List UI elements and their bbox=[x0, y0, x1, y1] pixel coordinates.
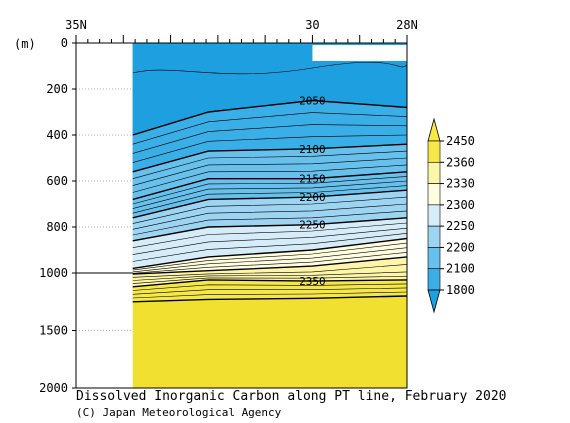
contour-label-2050: 2050 bbox=[299, 95, 326, 108]
colorbar-label: 2100 bbox=[446, 262, 475, 276]
colorbar-segment bbox=[427, 161, 441, 184]
contour-line-minor bbox=[132, 134, 407, 163]
colorbar: 2450 2360 2330 2300 2250 2200 2100 1800 bbox=[427, 117, 475, 314]
y-tick-label: 600 bbox=[46, 174, 68, 188]
colorbar-bottom-arrow bbox=[427, 289, 441, 314]
contour-line-minor bbox=[132, 283, 407, 291]
contour-line-2250 bbox=[132, 217, 407, 242]
contour-line-minor bbox=[132, 203, 407, 230]
colorbar-segment bbox=[427, 268, 441, 291]
contour-line-minor bbox=[132, 210, 407, 236]
contour-line-minor bbox=[132, 291, 407, 299]
contour-lines bbox=[132, 62, 407, 303]
contour-line-minor bbox=[132, 264, 407, 278]
contour-line-2150 bbox=[132, 171, 407, 201]
contour-line-minor bbox=[132, 150, 407, 179]
contour-line-minor bbox=[132, 164, 407, 193]
colorbar-segment bbox=[427, 225, 441, 248]
contour-line-minor bbox=[132, 242, 407, 271]
contour-line-minor bbox=[132, 287, 407, 295]
contour-line-minor bbox=[132, 247, 407, 273]
colorbar-label: 2450 bbox=[446, 134, 475, 148]
concentration-fill bbox=[132, 43, 407, 388]
contour-line-minor bbox=[132, 222, 407, 248]
contour-line-2100 bbox=[132, 143, 407, 173]
contour-label-2200: 2200 bbox=[299, 191, 326, 204]
depth-gridlines bbox=[76, 88, 133, 331]
missing-data-patch bbox=[312, 45, 407, 61]
y-tick-label: 1500 bbox=[39, 324, 68, 338]
contour-line-minor bbox=[132, 227, 407, 255]
colorbar-top-arrow bbox=[427, 117, 441, 142]
y-tick-label: 200 bbox=[46, 82, 68, 96]
y-tick-label: 800 bbox=[46, 220, 68, 234]
colorbar-label: 1800 bbox=[446, 283, 475, 297]
contour-label-2100: 2100 bbox=[299, 143, 326, 156]
contour-line-minor bbox=[132, 176, 407, 205]
colorbar-segment bbox=[427, 183, 441, 206]
depth-unit-label: (m) bbox=[14, 37, 36, 51]
contour-label-2250: 2250 bbox=[299, 219, 326, 232]
contour-label-2350: 2350 bbox=[299, 275, 326, 288]
colorbar-label: 2360 bbox=[446, 155, 475, 169]
contour-line-minor bbox=[132, 271, 407, 281]
x-tick-label: 28N bbox=[396, 18, 418, 32]
contour-label-2150: 2150 bbox=[299, 173, 326, 186]
chart-title: Dissolved Inorganic Carbon along PT line… bbox=[76, 389, 507, 404]
contour-labels: 2050 2100 2150 2200 2250 2350 bbox=[299, 95, 326, 289]
colorbar-label: 2330 bbox=[446, 177, 475, 191]
y-tick-label: 2000 bbox=[39, 381, 68, 395]
contour-line-minor bbox=[132, 196, 407, 224]
contour-line-2300 bbox=[132, 237, 407, 270]
contour-line-2350 bbox=[132, 279, 407, 288]
y-tick-label: 1000 bbox=[39, 266, 68, 280]
contour-line-2330 bbox=[132, 256, 407, 275]
colorbar-label: 2250 bbox=[446, 219, 475, 233]
colorbar-label: 2300 bbox=[446, 198, 475, 212]
contour-line-minor bbox=[132, 275, 407, 284]
contour-line-2050 bbox=[132, 99, 407, 136]
contour-line-minor bbox=[132, 252, 407, 274]
contour-line-minor bbox=[132, 233, 407, 262]
y-tick-label: 400 bbox=[46, 128, 68, 142]
credit-text: (C) Japan Meteorological Agency bbox=[76, 406, 282, 419]
colorbar-segment bbox=[427, 247, 441, 270]
contour-line-minor bbox=[132, 157, 407, 186]
x-tick-label: 35N bbox=[65, 18, 87, 32]
contour-line-2200 bbox=[132, 189, 407, 219]
contour-line-surface bbox=[132, 62, 407, 75]
x-tick-label: 30 bbox=[305, 18, 319, 32]
colorbar-segment bbox=[427, 140, 441, 163]
fill-band-2050 bbox=[132, 43, 407, 135]
axes: 0 200 400 600 800 1000 1500 2000 35N 30 28N bbox=[39, 18, 418, 395]
colorbar-label: 2200 bbox=[446, 240, 475, 254]
colorbar-segment bbox=[427, 204, 441, 227]
contour-line-minor bbox=[132, 180, 407, 209]
contour-line-minor bbox=[132, 124, 407, 154]
y-tick-label: 0 bbox=[61, 36, 68, 50]
contour-line-minor bbox=[132, 112, 407, 145]
contour-line-2360 bbox=[132, 295, 407, 303]
contour-line-minor bbox=[132, 185, 407, 214]
